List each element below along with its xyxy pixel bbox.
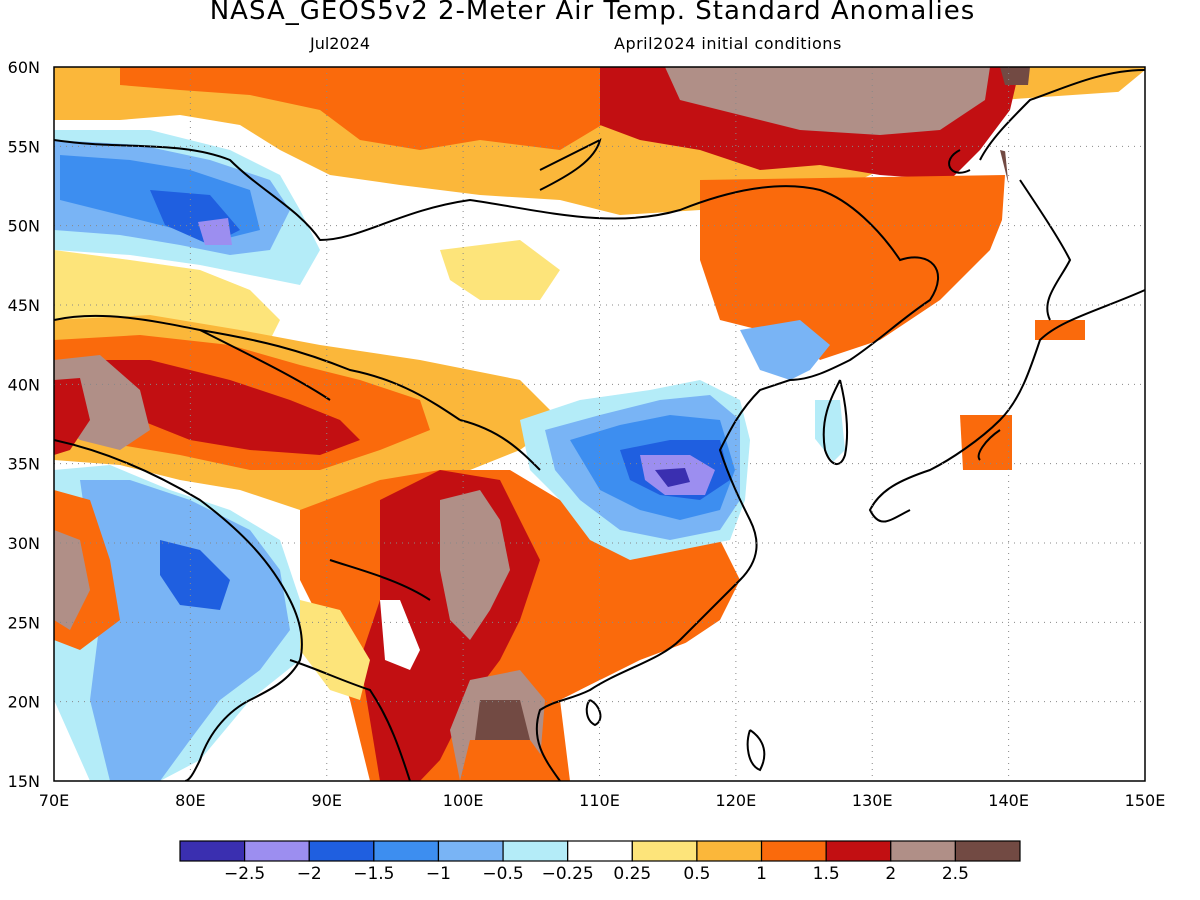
colorbar-swatch bbox=[631, 840, 698, 862]
longitude-label: 130E bbox=[852, 791, 893, 810]
anomaly-region bbox=[54, 378, 90, 455]
colorbar-swatch bbox=[825, 840, 892, 862]
colorbar-swatch bbox=[890, 840, 956, 862]
anomaly-region bbox=[120, 67, 610, 150]
anomaly-region bbox=[80, 480, 290, 781]
colorbar-swatch bbox=[760, 840, 827, 862]
colorbar-label: 1.5 bbox=[813, 864, 840, 884]
latitude-label: 45N bbox=[8, 296, 40, 315]
initial-conditions: April2024 initial conditions bbox=[614, 34, 842, 53]
longitude-label: 70E bbox=[39, 791, 69, 810]
colorbar-label: 0.5 bbox=[683, 864, 710, 884]
colorbar-label: 2.5 bbox=[942, 864, 969, 884]
colorbar-label: −2.5 bbox=[224, 864, 265, 884]
anomaly-region bbox=[665, 67, 990, 135]
colorbar-swatch bbox=[502, 840, 569, 862]
latitude-label: 25N bbox=[8, 613, 40, 632]
colorbar-swatch bbox=[954, 840, 1021, 862]
anomaly-region bbox=[80, 360, 360, 455]
anomaly-region bbox=[740, 320, 830, 380]
colorbar-label: −1 bbox=[426, 864, 451, 884]
latitude-label: 40N bbox=[8, 375, 40, 394]
latitude-label: 30N bbox=[8, 534, 40, 553]
plot-frame bbox=[53, 66, 1146, 782]
anomaly-region bbox=[198, 218, 232, 245]
colorbar-label: −2 bbox=[297, 864, 322, 884]
anomaly-region bbox=[655, 468, 690, 487]
latitude-label: 55N bbox=[8, 137, 40, 156]
latitude-label: 60N bbox=[8, 58, 40, 77]
longitude-label: 150E bbox=[1125, 791, 1166, 810]
colorbar-label: −0.5 bbox=[482, 864, 523, 884]
forecast-month: Jul2024 bbox=[310, 34, 371, 53]
anomaly-region bbox=[300, 600, 370, 700]
anomaly-region bbox=[380, 600, 420, 670]
longitude-label: 80E bbox=[175, 791, 205, 810]
colorbar-swatch bbox=[244, 840, 310, 862]
longitude-label: 120E bbox=[716, 791, 757, 810]
colorbar-label: 2 bbox=[885, 864, 896, 884]
anomaly-region bbox=[1000, 67, 1030, 85]
colorbar-swatch bbox=[373, 840, 440, 862]
colorbar-label: −0.25 bbox=[542, 864, 594, 884]
longitude-label: 140E bbox=[988, 791, 1029, 810]
anomaly-region bbox=[160, 540, 230, 610]
colorbar-label: −1.5 bbox=[353, 864, 394, 884]
colorbar-label: 0.25 bbox=[613, 864, 651, 884]
colorbar-swatch bbox=[437, 840, 504, 862]
colorbar-swatch bbox=[308, 840, 375, 862]
colorbar: −2.5 −2 −1.5 −1 −0.5 −0.25 0.25 0.5 1 1.5 2 2.5 bbox=[179, 840, 1021, 884]
colorbar-label: 1 bbox=[756, 864, 767, 884]
coastlines bbox=[54, 69, 1145, 781]
colorbar-swatch bbox=[179, 840, 246, 862]
longitude-label: 110E bbox=[579, 791, 620, 810]
anomaly-region bbox=[580, 300, 1145, 781]
axis-labels: 70E 80E 90E 100E 110E 120E 130E 140E 150E 15N 20N 2… bbox=[8, 58, 1166, 810]
chart-title: NASA_GEOS5v2 2-Meter Air Temp. Standard … bbox=[209, 0, 976, 26]
latitude-label: 35N bbox=[8, 455, 40, 474]
anomaly-region bbox=[1035, 320, 1085, 340]
graticule bbox=[54, 67, 1145, 781]
anomaly-region bbox=[460, 740, 560, 781]
longitude-label: 100E bbox=[443, 791, 484, 810]
anomaly-region bbox=[54, 530, 90, 630]
anomaly-region bbox=[440, 240, 560, 300]
longitude-label: 90E bbox=[312, 791, 342, 810]
colorbar-swatch bbox=[567, 840, 633, 862]
latitude-label: 15N bbox=[8, 772, 40, 791]
anomaly-region bbox=[840, 70, 1145, 400]
anomaly-region bbox=[440, 490, 510, 640]
latitude-label: 50N bbox=[8, 217, 40, 236]
colorbar-swatch bbox=[696, 840, 763, 862]
latitude-label: 20N bbox=[8, 693, 40, 712]
